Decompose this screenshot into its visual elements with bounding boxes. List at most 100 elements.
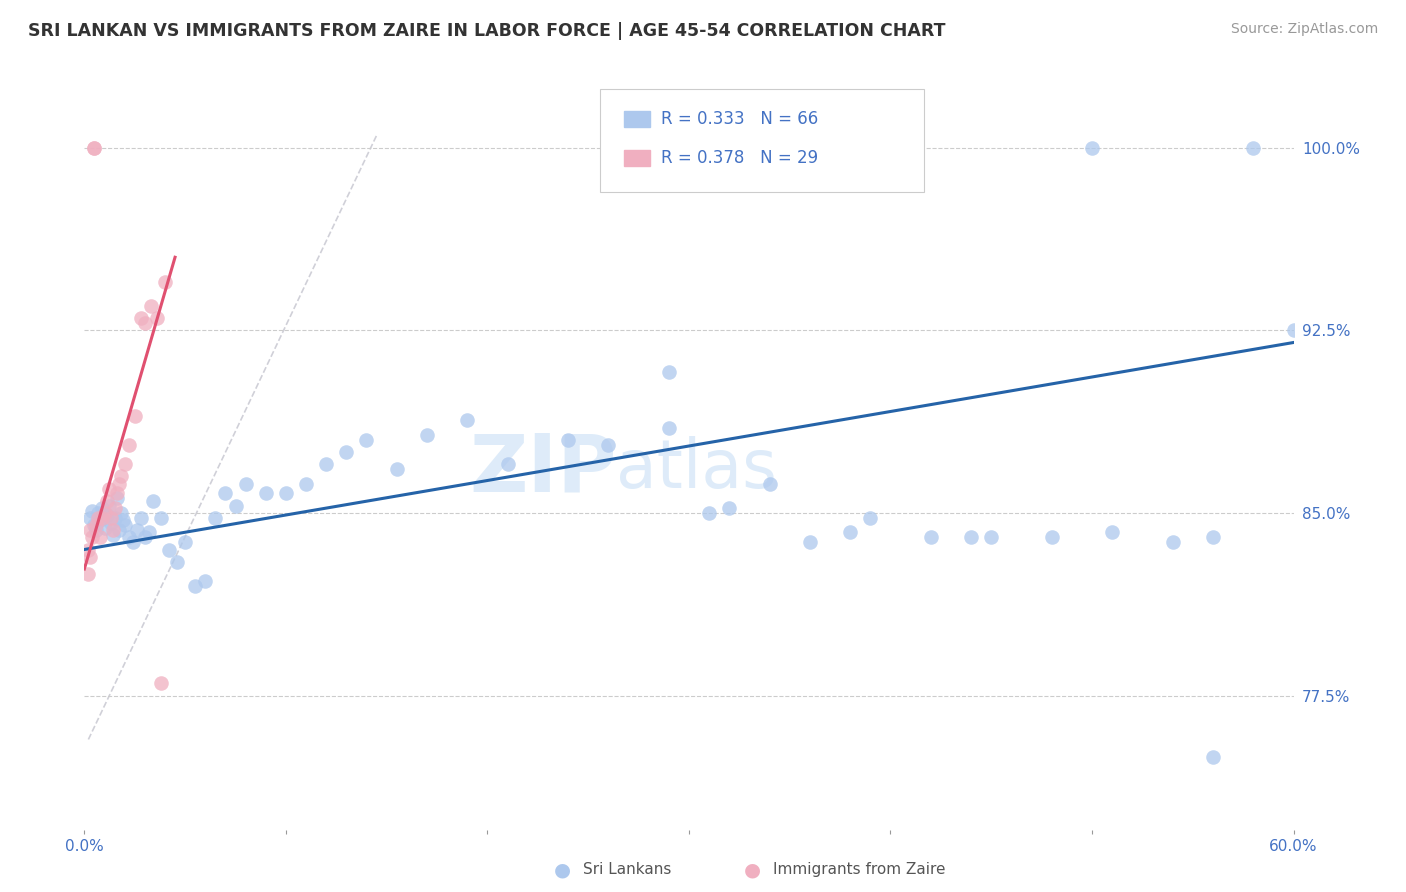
Point [697, 506, 720, 520]
Point [204, 511, 226, 525]
Point [194, 574, 217, 589]
Point [980, 530, 1002, 544]
Point [274, 486, 297, 500]
Text: R = 0.333   N = 66: R = 0.333 N = 66 [661, 110, 818, 128]
Point [598, 438, 620, 452]
Point [142, 493, 165, 508]
Point [105, 491, 128, 506]
Point [101, 523, 124, 537]
Point [118, 438, 141, 452]
Point [91, 501, 114, 516]
Point [385, 462, 408, 476]
Text: ●: ● [554, 860, 571, 880]
Point [105, 486, 128, 500]
Point [77, 542, 100, 557]
Point [174, 535, 197, 549]
Point [1081, 141, 1104, 155]
Point [89, 530, 111, 544]
Point [97, 482, 120, 496]
Point [101, 528, 124, 542]
Text: ●: ● [744, 860, 761, 880]
Point [214, 486, 236, 500]
Point [83, 518, 105, 533]
Text: SRI LANKAN VS IMMIGRANTS FROM ZAIRE IN LABOR FORCE | AGE 45-54 CORRELATION CHART: SRI LANKAN VS IMMIGRANTS FROM ZAIRE IN L… [28, 22, 946, 40]
Point [799, 535, 821, 549]
Point [129, 511, 152, 525]
Point [184, 579, 207, 593]
Text: ZIP: ZIP [470, 430, 616, 508]
Point [1040, 530, 1063, 544]
Point [138, 525, 160, 540]
Text: Immigrants from Zaire: Immigrants from Zaire [773, 863, 946, 877]
Point [658, 421, 681, 435]
Point [1241, 141, 1264, 155]
Point [557, 433, 579, 447]
Point [83, 141, 105, 155]
Point [335, 445, 357, 459]
Point [124, 409, 146, 423]
Point [356, 433, 378, 447]
Point [107, 523, 129, 537]
Point [1282, 323, 1305, 337]
Point [114, 518, 136, 533]
Point [107, 476, 129, 491]
Point [79, 523, 101, 537]
Point [134, 530, 156, 544]
Point [82, 503, 104, 517]
Point [225, 499, 247, 513]
Point [1101, 525, 1123, 540]
Point [920, 530, 942, 544]
Point [1161, 535, 1184, 549]
Point [456, 413, 478, 427]
Point [149, 511, 172, 525]
Point [79, 549, 101, 564]
Text: Source: ZipAtlas.com: Source: ZipAtlas.com [1230, 22, 1378, 37]
Point [146, 311, 169, 326]
Point [157, 542, 180, 557]
Point [718, 501, 741, 516]
Point [87, 511, 110, 525]
Point [134, 316, 156, 330]
Text: R = 0.378   N = 29: R = 0.378 N = 29 [661, 149, 818, 167]
Point [153, 275, 176, 289]
Point [125, 523, 148, 537]
Point [139, 299, 162, 313]
Point [1202, 749, 1225, 764]
Point [295, 476, 318, 491]
Point [254, 486, 277, 500]
Point [496, 457, 519, 471]
Point [839, 525, 862, 540]
Text: Sri Lankans: Sri Lankans [583, 863, 672, 877]
Point [93, 506, 115, 520]
Point [82, 530, 104, 544]
Point [97, 499, 120, 513]
Point [166, 555, 188, 569]
Point [79, 511, 101, 525]
Point [77, 566, 100, 581]
Point [416, 428, 439, 442]
Point [104, 501, 127, 516]
Point [87, 506, 110, 520]
Point [658, 365, 681, 379]
Point [1202, 530, 1225, 544]
Point [859, 511, 882, 525]
Point [91, 511, 114, 525]
Point [83, 141, 105, 155]
Point [960, 530, 983, 544]
Point [110, 506, 132, 520]
Point [93, 520, 115, 534]
Point [86, 518, 108, 533]
Point [96, 508, 118, 523]
Point [118, 530, 141, 544]
Point [235, 476, 257, 491]
Point [86, 523, 108, 537]
Point [315, 457, 337, 471]
Point [100, 516, 122, 530]
Point [104, 511, 127, 525]
Point [110, 469, 132, 483]
Point [129, 311, 152, 326]
Point [114, 457, 136, 471]
Point [89, 513, 111, 527]
Point [758, 476, 780, 491]
Point [100, 511, 122, 525]
